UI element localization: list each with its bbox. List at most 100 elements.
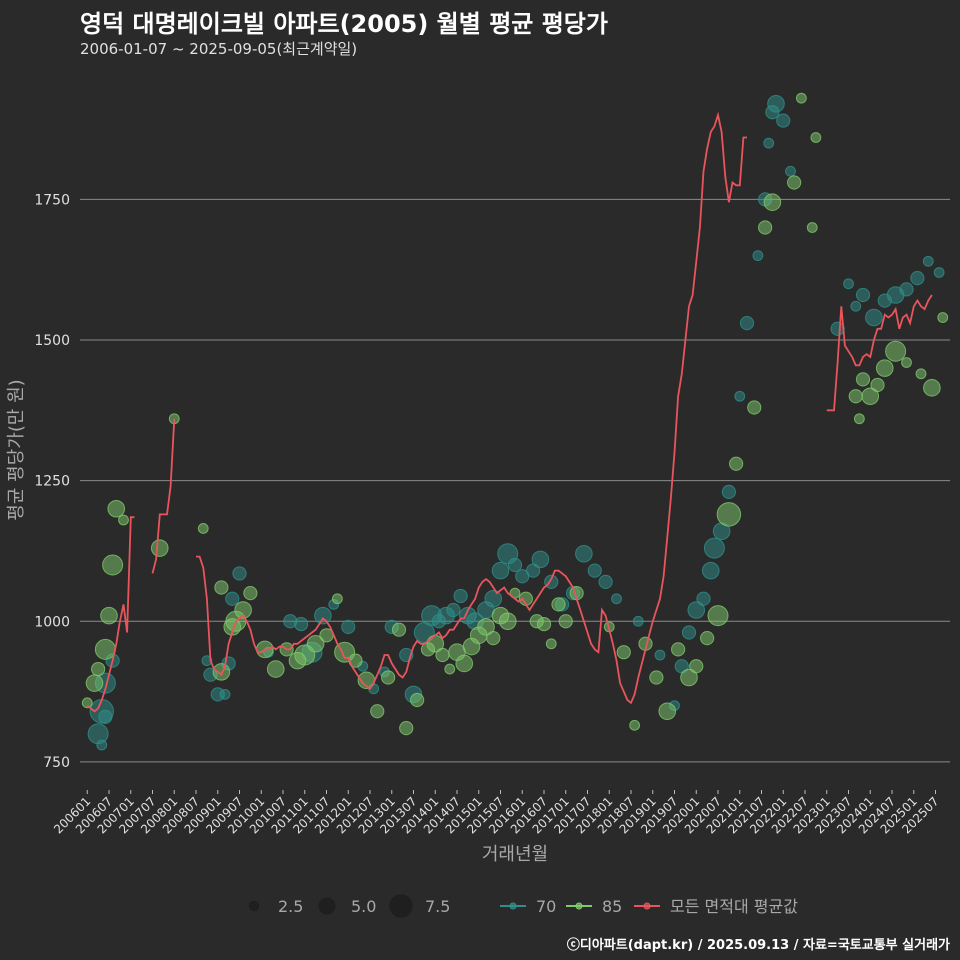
- data-point-70: [696, 591, 711, 606]
- data-point-85: [118, 514, 129, 526]
- size-legend-label: 5.0: [351, 897, 376, 916]
- data-point-85: [243, 586, 258, 601]
- data-point-85: [558, 614, 573, 629]
- data-point-85: [545, 638, 557, 650]
- data-point-85: [102, 554, 124, 576]
- data-point-70: [98, 709, 113, 724]
- data-point-70: [687, 601, 706, 619]
- data-point-85: [649, 670, 664, 685]
- data-point-70: [922, 255, 934, 267]
- data-point-85: [214, 580, 229, 595]
- legend: 2.5 5.0 7.5 70 85 모든 면적대 평균값: [248, 894, 798, 918]
- data-point-85: [680, 668, 698, 687]
- data-point-70: [734, 390, 746, 402]
- data-point-85: [937, 312, 949, 323]
- data-point-85: [806, 222, 818, 233]
- series-legend-label: 85: [602, 897, 622, 916]
- data-point-85: [763, 193, 782, 211]
- data-point-85: [551, 597, 566, 612]
- data-point-70: [785, 165, 796, 177]
- data-point-85: [629, 719, 641, 731]
- data-point-70: [739, 316, 755, 331]
- series-legend-dot: [643, 902, 651, 910]
- data-point-70: [855, 287, 871, 303]
- average-line-segment: [826, 294, 933, 412]
- data-point-85: [787, 175, 802, 190]
- data-point-85: [729, 456, 744, 471]
- chart-title: 영덕 대명레이크빌 아파트(2005) 월별 평균 평당가: [80, 10, 608, 38]
- data-point-70: [843, 278, 854, 290]
- series-legend-label: 70: [536, 897, 556, 916]
- average-line: [86, 111, 933, 713]
- data-point-85: [331, 593, 343, 605]
- data-point-85: [107, 499, 126, 518]
- data-point-70: [654, 649, 666, 661]
- data-point-85: [266, 660, 285, 678]
- data-point-85: [923, 379, 941, 397]
- data-point-85: [410, 692, 425, 708]
- size-legend-label: 7.5: [425, 897, 450, 916]
- data-point-70: [314, 606, 332, 625]
- data-point-85: [707, 605, 729, 627]
- data-point-85: [853, 413, 865, 425]
- data-point-85: [716, 502, 742, 527]
- data-point-85: [848, 389, 863, 404]
- data-points: [81, 92, 949, 751]
- data-point-85: [861, 387, 880, 406]
- data-point-70: [701, 561, 720, 580]
- data-point-70: [531, 550, 550, 569]
- data-point-70: [232, 566, 247, 581]
- data-point-70: [899, 282, 914, 297]
- data-point-70: [446, 602, 461, 618]
- size-legend-dot: [318, 897, 336, 915]
- data-point-85: [234, 601, 252, 619]
- data-point-85: [455, 654, 474, 673]
- average-line-segment: [151, 418, 176, 574]
- data-point-70: [219, 688, 231, 700]
- data-point-85: [671, 642, 686, 657]
- data-point-70: [507, 557, 523, 573]
- data-point-70: [850, 300, 862, 312]
- data-point-85: [901, 357, 912, 368]
- gridlines: 750 1000 1250 1500 1750: [34, 192, 950, 771]
- data-point-85: [85, 674, 104, 692]
- average-line-segment: [196, 111, 747, 705]
- data-point-85: [306, 634, 325, 653]
- data-point-85: [212, 663, 231, 681]
- data-point-85: [885, 340, 907, 362]
- y-tick-label: 1250: [34, 474, 70, 490]
- data-point-85: [486, 631, 501, 646]
- data-point-70: [681, 625, 697, 640]
- data-point-85: [747, 400, 762, 415]
- data-point-85: [616, 645, 631, 660]
- series-legend-label: 모든 면적대 평균값: [670, 897, 798, 916]
- data-point-70: [910, 271, 925, 286]
- data-point-85: [536, 616, 552, 632]
- y-tick-label: 1000: [34, 614, 70, 630]
- y-tick-label: 750: [43, 755, 70, 771]
- data-point-70: [575, 544, 593, 563]
- data-point-70: [752, 250, 764, 262]
- data-point-85: [150, 539, 169, 557]
- data-point-85: [391, 622, 407, 637]
- data-point-70: [598, 574, 613, 589]
- data-point-85: [399, 721, 414, 736]
- data-point-85: [477, 618, 495, 636]
- data-point-70: [587, 563, 602, 578]
- y-tick-label: 1500: [34, 333, 70, 349]
- data-point-85: [915, 368, 927, 380]
- data-point-85: [870, 377, 885, 393]
- data-point-70: [767, 94, 785, 113]
- series-legend-dot: [509, 902, 517, 910]
- chart-subtitle: 2006-01-07 ~ 2025-09-05(최근계약일): [80, 40, 358, 58]
- data-point-85: [94, 638, 116, 660]
- data-point-85: [855, 372, 871, 387]
- data-point-70: [96, 739, 108, 751]
- data-point-85: [658, 702, 677, 721]
- data-point-85: [810, 132, 822, 143]
- data-point-85: [444, 663, 456, 675]
- data-point-70: [484, 589, 503, 608]
- data-point-70: [632, 615, 644, 627]
- average-line-segment: [86, 516, 135, 713]
- data-point-85: [498, 612, 517, 631]
